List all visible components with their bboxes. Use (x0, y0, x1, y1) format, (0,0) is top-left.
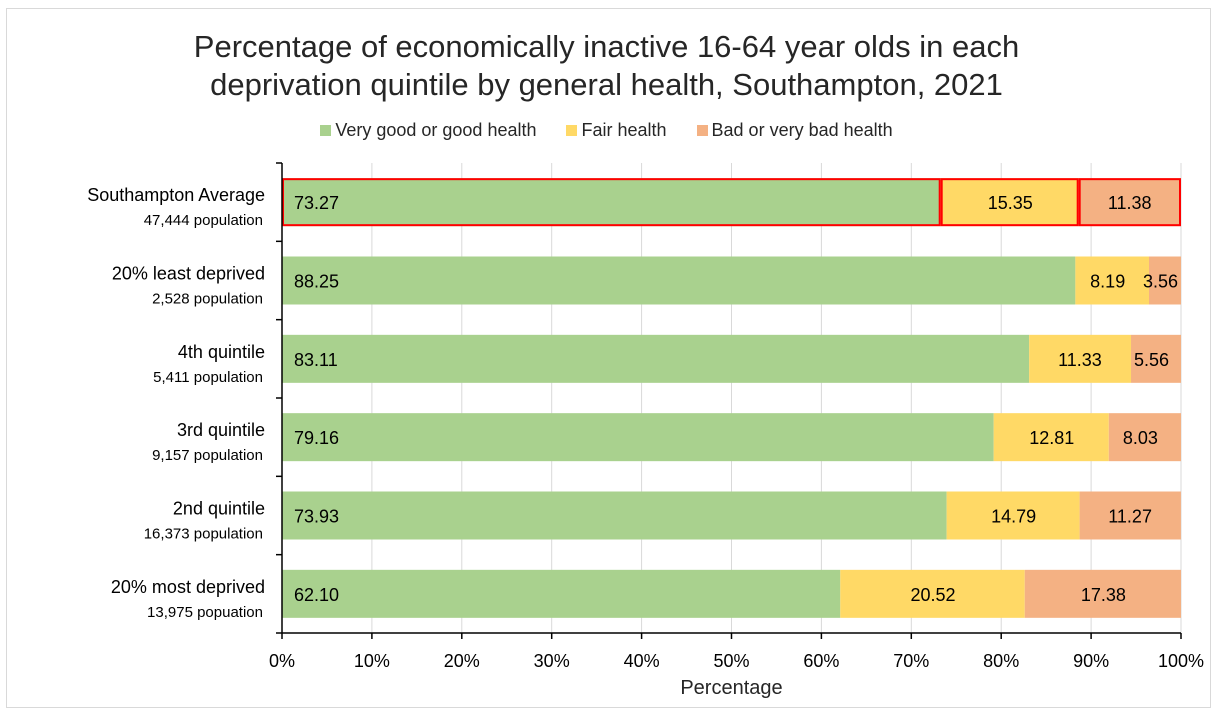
data-label: 8.03 (1123, 428, 1158, 448)
category-label: Southampton Average (87, 185, 265, 205)
bar-segment (282, 569, 841, 618)
category-sublabel: 13,975 popuation (147, 604, 263, 621)
bar-segment (282, 334, 1030, 383)
data-label: 5.56 (1134, 350, 1169, 370)
x-tick-label: 60% (803, 651, 839, 671)
legend-label-bad-health: Bad or very bad health (711, 120, 893, 140)
data-label: 12.81 (1029, 428, 1074, 448)
data-label: 17.38 (1081, 585, 1126, 605)
data-label: 73.93 (294, 507, 339, 527)
legend-label-good-health: Very good or good health (335, 120, 537, 140)
legend-item-bad-health: Bad or very bad health (696, 120, 893, 141)
data-label: 88.25 (294, 272, 339, 292)
data-label: 73.27 (294, 193, 339, 213)
bar-segment (946, 491, 1080, 540)
x-tick-label: 70% (893, 651, 929, 671)
data-label: 83.11 (294, 350, 338, 370)
chart-title-line-2: deprivation quintile by general health, … (210, 67, 1003, 102)
data-label: 8.19 (1090, 272, 1125, 292)
bar-segment (282, 256, 1076, 305)
bar-segment (1148, 256, 1181, 305)
data-label: 3.56 (1143, 272, 1178, 292)
category-sublabel: 16,373 population (144, 526, 263, 543)
category-label: 20% most deprived (111, 577, 265, 597)
category-label: 2nd quintile (173, 499, 265, 519)
category-label: 20% least deprived (112, 264, 265, 284)
bar-segment (940, 178, 1079, 227)
highlight-outline (1078, 178, 1182, 227)
bar-segment (1108, 413, 1181, 462)
highlight-outline (940, 178, 1079, 227)
legend-item-good-health: Very good or good health (320, 120, 536, 141)
data-label: 14.79 (991, 507, 1036, 527)
data-label: 11.33 (1058, 350, 1102, 370)
x-tick-label: 50% (713, 651, 749, 671)
category-sublabel: 9,157 population (152, 447, 263, 464)
legend-swatch-fair-health (566, 125, 578, 136)
legend-swatch-bad-health (696, 125, 708, 136)
x-tick-label: 20% (444, 651, 480, 671)
chart-title-line-1: Percentage of economically inactive 16-6… (193, 29, 1020, 64)
x-tick-label: 0% (269, 651, 295, 671)
category-label: 4th quintile (178, 342, 265, 362)
x-axis-title: Percentage (680, 677, 782, 698)
legend-swatch-good-health (320, 125, 332, 136)
legend-item-fair-health: Fair health (566, 120, 667, 141)
chart-title: Percentage of economically inactive 16-6… (0, 28, 1213, 104)
x-tick-label: 90% (1073, 651, 1109, 671)
data-label: 79.16 (294, 428, 339, 448)
highlight-outline (282, 178, 941, 227)
bar-segment (1075, 256, 1149, 305)
chart-legend: Very good or good health Fair health Bad… (0, 120, 1213, 141)
bar-segment (282, 491, 947, 540)
bar-segment (282, 178, 941, 227)
bar-segment (1078, 178, 1181, 227)
x-tick-label: 100% (1158, 651, 1204, 671)
category-sublabel: 5,411 population (153, 369, 263, 386)
legend-label-fair-health: Fair health (581, 120, 667, 140)
bar-segment (1024, 569, 1181, 618)
bar-segment (1131, 334, 1181, 383)
x-tick-label: 10% (354, 651, 390, 671)
category-label: 3rd quintile (177, 420, 265, 440)
bar-segment (840, 569, 1025, 618)
x-tick-label: 80% (983, 651, 1019, 671)
bar-segment (282, 413, 994, 462)
category-sublabel: 2,528 population (152, 291, 263, 308)
data-label: 20.52 (911, 585, 956, 605)
bar-segment (1029, 334, 1132, 383)
data-label: 15.35 (988, 193, 1033, 213)
bar-segment (993, 413, 1109, 462)
data-label: 11.38 (1108, 193, 1152, 213)
data-label: 62.10 (294, 585, 339, 605)
x-tick-label: 30% (534, 651, 570, 671)
data-label: 11.27 (1108, 507, 1152, 527)
x-tick-label: 40% (624, 651, 660, 671)
category-sublabel: 47,444 population (144, 212, 263, 229)
bar-segment (1079, 491, 1181, 540)
